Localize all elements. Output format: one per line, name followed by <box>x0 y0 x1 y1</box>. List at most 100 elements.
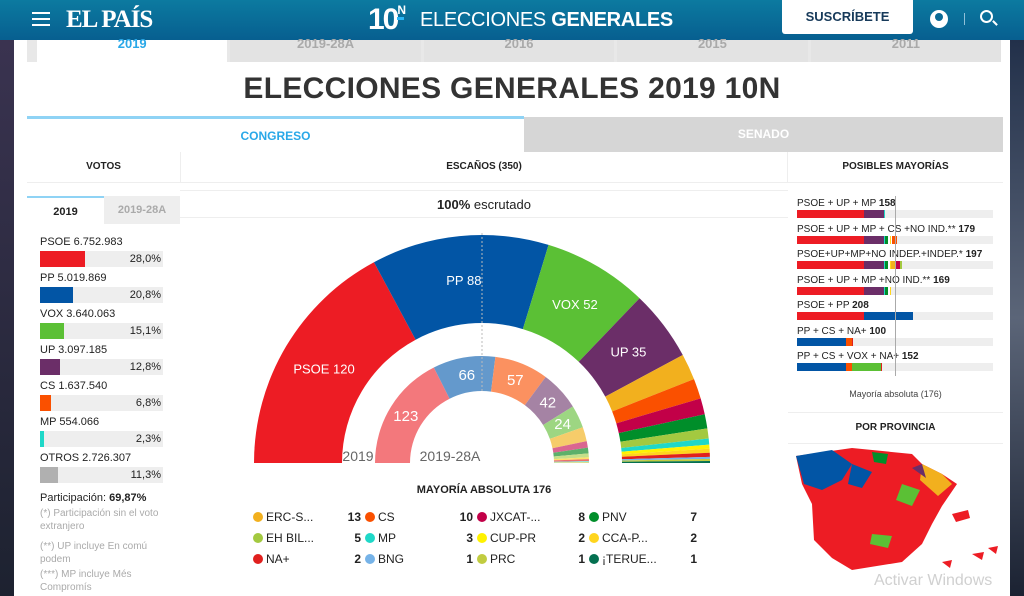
seat-label: UP 35 <box>610 345 646 360</box>
seat-slice[interactable] <box>522 244 640 362</box>
seat-slice[interactable] <box>491 356 546 406</box>
user-icon[interactable] <box>930 10 948 28</box>
legend-dot <box>253 554 263 564</box>
province-map[interactable] <box>792 444 1002 579</box>
majority-bar-segment <box>891 261 896 269</box>
divider <box>964 13 965 25</box>
majority-bar-segment <box>846 337 852 346</box>
year-tab-2019[interactable]: 2019 <box>37 37 228 62</box>
legend-item: CS 10 <box>365 510 473 524</box>
legend-seats: 1 <box>466 552 473 566</box>
seat-slice[interactable] <box>553 453 589 460</box>
vote-bar-fill <box>40 287 74 303</box>
vote-label: UP 3.097.185 <box>40 344 108 356</box>
vote-pct: 2,3% <box>135 433 161 445</box>
majority-bar-segment <box>864 286 884 295</box>
majority-row-label: PSOE + UP + MP 158 <box>797 198 896 209</box>
seat-slice[interactable] <box>553 462 589 463</box>
votos-tab-2019[interactable]: 2019 <box>27 196 104 224</box>
hemicycle-chart: PSOE 120 PP 88 VOX 52 UP 35 123 66 57 42 24 2019 2… <box>254 233 710 464</box>
map-baleares[interactable] <box>952 510 970 522</box>
vote-row: MP 554.066 2,3% <box>40 416 163 447</box>
seat-slice[interactable] <box>621 456 710 461</box>
year-tab-2011[interactable]: 2011 <box>810 37 1002 62</box>
majority-bar-segment <box>888 261 889 269</box>
ring-label: 2019 <box>342 448 373 464</box>
10n-logo: 10N <box>368 3 406 36</box>
seat-slice[interactable] <box>433 356 496 399</box>
majority-bar-segment <box>889 261 890 269</box>
vote-pct: 6,8% <box>135 397 161 409</box>
seat-slice[interactable] <box>549 427 587 449</box>
search-icon[interactable] <box>980 10 993 23</box>
seat-slice[interactable] <box>621 448 710 457</box>
map-region-pp[interactable] <box>796 450 852 490</box>
seat-slice[interactable] <box>621 458 710 462</box>
year-tab-2016[interactable]: 2016 <box>423 37 615 62</box>
subscribe-button[interactable]: SUSCRÍBETE <box>782 0 913 34</box>
seat-slice[interactable] <box>373 235 549 340</box>
seat-slice[interactable] <box>553 447 589 457</box>
tab-senado[interactable]: SENADO <box>524 117 1003 152</box>
year-tab-2015[interactable]: 2015 <box>617 37 808 62</box>
seat-slice[interactable] <box>612 379 701 424</box>
map-region-vox[interactable] <box>896 484 920 506</box>
majority-bar-segment <box>883 261 886 269</box>
vote-bar-fill <box>40 395 51 411</box>
seat-slice[interactable] <box>621 444 710 455</box>
map-region-vox[interactable] <box>870 534 892 548</box>
seat-slice[interactable] <box>553 459 589 462</box>
majority-bar-segment <box>889 235 891 244</box>
majority-bar-segment <box>797 210 865 218</box>
legend-party: ERC-S... <box>266 510 314 524</box>
legend-seats: 7 <box>690 510 697 524</box>
seat-slice[interactable] <box>524 377 573 425</box>
menu-icon[interactable] <box>32 12 50 26</box>
seat-slice[interactable] <box>621 452 710 460</box>
legend-dot <box>253 512 263 522</box>
map-region-up[interactable] <box>912 464 926 478</box>
seat-slice[interactable] <box>543 406 583 439</box>
map-region-pnv[interactable] <box>872 452 888 464</box>
majority-bar-segment <box>895 261 900 269</box>
seat-slice[interactable] <box>605 354 694 412</box>
seat-label: 42 <box>539 394 556 411</box>
seat-slice[interactable] <box>254 262 416 463</box>
seat-label: 123 <box>393 408 418 425</box>
majority-bar-segment <box>889 261 891 269</box>
seat-slice[interactable] <box>618 414 708 442</box>
majority-bar-segment <box>797 235 865 244</box>
vote-row: UP 3.097.185 12,8% <box>40 344 163 375</box>
seat-label: PP 88 <box>446 273 481 288</box>
majority-bar-segment <box>889 286 890 295</box>
vote-bar-fill <box>40 323 65 339</box>
map-region-pp[interactable] <box>848 464 872 488</box>
seat-slice[interactable] <box>375 367 450 463</box>
legend-party: PRC <box>490 552 516 566</box>
map-canarias[interactable] <box>942 546 998 568</box>
note-up: (**) UP incluye En comú podem <box>40 541 148 565</box>
seat-slice[interactable] <box>621 438 710 452</box>
vote-row: PSOE 6.752.983 28,0% <box>40 236 163 267</box>
el-pais-logo[interactable]: EL PAÍS <box>66 6 153 33</box>
seat-slice[interactable] <box>552 441 588 453</box>
seat-slice[interactable] <box>620 428 709 448</box>
year-tab-2019-28a[interactable]: 2019-28A <box>230 37 421 62</box>
tab-congreso[interactable]: CONGRESO <box>27 116 524 152</box>
map-region-erc[interactable] <box>920 464 952 496</box>
legend-seats: 8 <box>578 510 585 524</box>
scrutiny-status: 100% escrutado <box>180 190 788 218</box>
legend-seats: 2 <box>354 552 361 566</box>
votos-tab-2019-28a[interactable]: 2019-28A <box>104 196 180 224</box>
seat-slice[interactable] <box>616 398 705 434</box>
seat-slice[interactable] <box>621 460 710 463</box>
majority-bar-segment <box>888 235 889 244</box>
seat-slice[interactable] <box>553 461 589 463</box>
seat-slice[interactable] <box>578 298 683 397</box>
legend-item: MP 3 <box>365 531 473 545</box>
seat-slice[interactable] <box>553 457 589 461</box>
legend-item: JXCAT-... 8 <box>477 510 585 524</box>
majority-bar-segment <box>864 261 884 269</box>
majority-bar-segment <box>797 312 865 320</box>
seat-label: 57 <box>507 372 524 389</box>
